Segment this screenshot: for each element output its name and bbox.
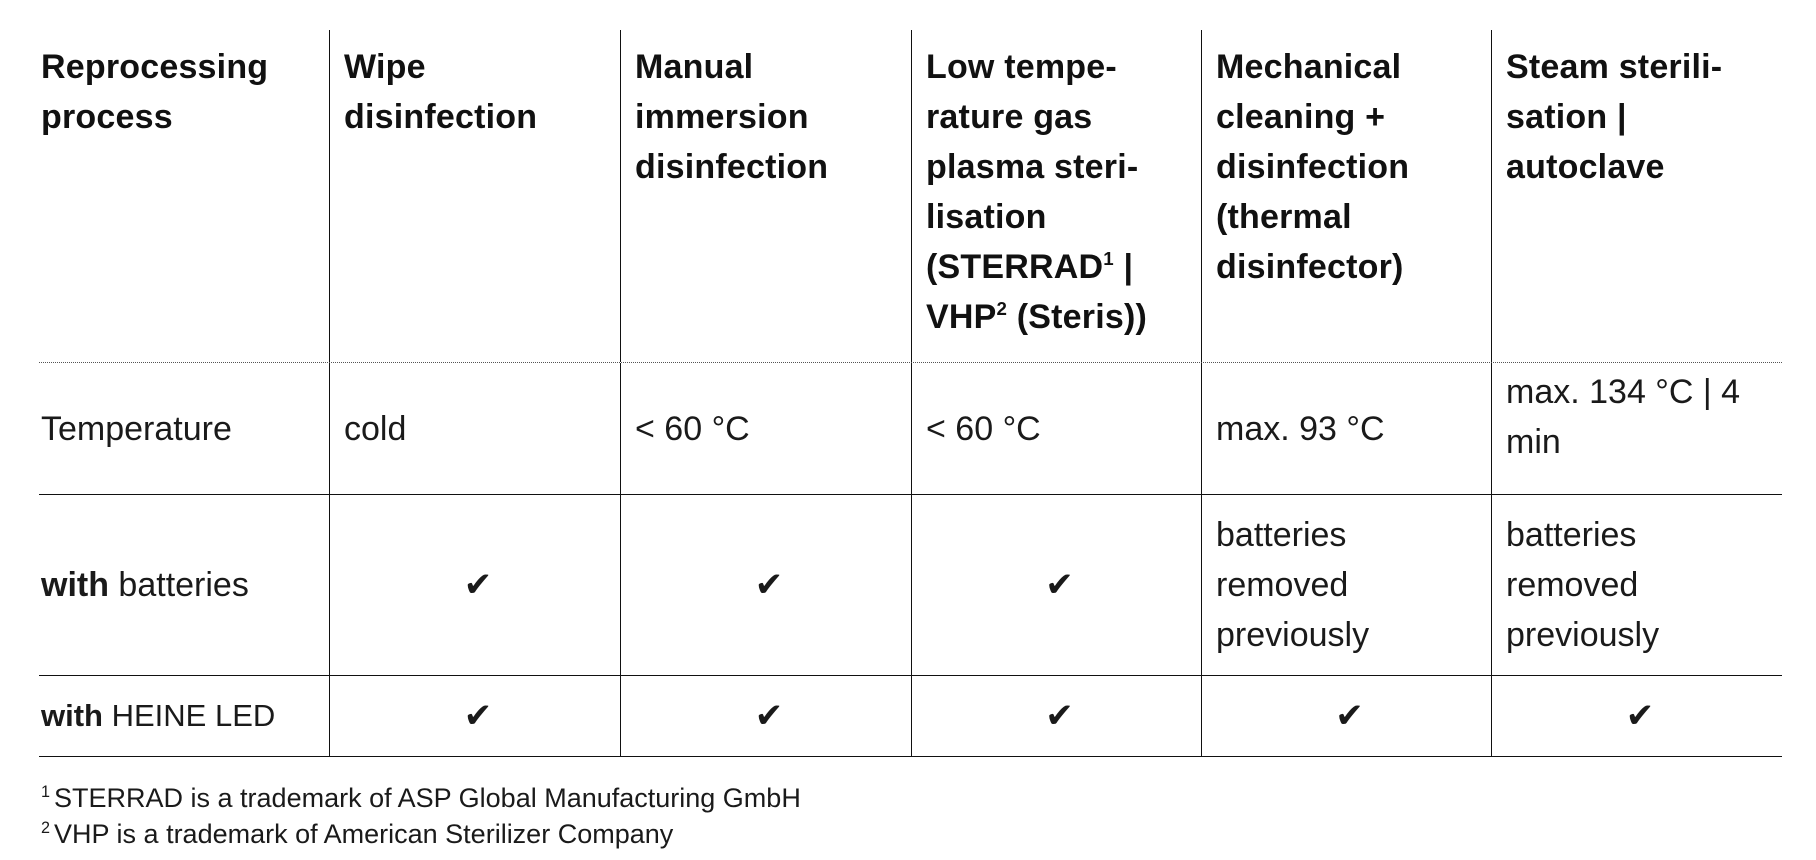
footnote-text: VHP is a trademark of American Sterilize… <box>54 819 674 849</box>
header-gas-plasma-text: Low tempe-rature gas plasma steri-lisati… <box>926 48 1139 286</box>
led-manual: ✔ <box>620 676 911 756</box>
table-row-with-batteries: with batteries ✔ ✔ ✔ batteries removed p… <box>39 495 1782 676</box>
led-steam: ✔ <box>1491 676 1782 756</box>
temperature-gas-plasma: < 60 °C <box>911 363 1201 494</box>
check-mark-icon: ✔ <box>754 565 784 605</box>
check-mark-icon: ✔ <box>1045 565 1074 605</box>
batteries-mechanical: batteries removed previously <box>1201 495 1491 675</box>
check-mark-icon: ✔ <box>463 696 493 736</box>
batteries-steam: batteries removed previously <box>1491 495 1782 675</box>
table-header-row: Reprocessing process Wipe disinfection M… <box>39 30 1782 363</box>
header-gas-plasma-text-3: (Steris)) <box>1007 298 1148 336</box>
footnote-marker: 1 <box>41 783 51 802</box>
check-mark-icon: ✔ <box>1625 696 1655 736</box>
check-mark-icon: ✔ <box>754 696 784 736</box>
footnote-marker: 2 <box>41 819 51 838</box>
check-mark-icon: ✔ <box>1335 696 1364 736</box>
led-wipe: ✔ <box>329 676 620 756</box>
header-wipe-disinfection: Wipe disinfection <box>329 30 620 362</box>
label-with: with <box>41 698 103 733</box>
header-steam-sterilisation: Steam sterili-sation | autoclave <box>1491 30 1782 362</box>
footnotes: 1 STERRAD is a trademark of ASP Global Ma… <box>41 780 801 852</box>
footnote-ref-2: 2 <box>996 297 1008 319</box>
header-reprocessing-process: Reprocessing process <box>41 48 269 136</box>
row-label-with-heine-led: with HEINE LED <box>39 676 329 756</box>
led-mechanical: ✔ <box>1201 676 1491 756</box>
reprocessing-table: Reprocessing process Wipe disinfection M… <box>39 30 1782 757</box>
temperature-wipe: cold <box>329 363 620 494</box>
temperature-mechanical: max. 93 °C <box>1201 363 1491 494</box>
row-label-temperature: Temperature <box>41 409 232 448</box>
label-with: with <box>41 566 109 604</box>
table-row-with-heine-led: with HEINE LED ✔ ✔ ✔ ✔ ✔ <box>39 676 1782 757</box>
temperature-steam: max. 134 °C | 4 min <box>1491 363 1782 494</box>
header-manual-immersion: Manual immersion disinfection <box>620 30 911 362</box>
footnote-ref-1: 1 <box>1103 247 1114 269</box>
footnote-text: STERRAD is a trademark of ASP Global Man… <box>54 783 801 813</box>
header-gas-plasma: Low tempe-rature gas plasma steri-lisati… <box>911 30 1201 362</box>
label-heine-led: HEINE LED <box>103 698 276 733</box>
footnote-1: 1 STERRAD is a trademark of ASP Global Ma… <box>41 780 801 816</box>
label-batteries: batteries <box>108 566 249 604</box>
batteries-manual: ✔ <box>620 495 911 675</box>
led-gas-plasma: ✔ <box>911 676 1201 756</box>
check-mark-icon: ✔ <box>1045 696 1074 736</box>
header-mechanical-cleaning: Mechanical cleaning + disinfection (ther… <box>1201 30 1491 362</box>
batteries-gas-plasma: ✔ <box>911 495 1201 675</box>
header-gas-plasma-text-2: | VHP <box>926 248 1134 336</box>
batteries-wipe: ✔ <box>329 495 620 675</box>
row-label-with-batteries: with batteries <box>39 495 329 675</box>
footnote-2: 2 VHP is a trademark of American Steriliz… <box>41 816 801 852</box>
temperature-manual: < 60 °C <box>620 363 911 494</box>
table-row-temperature: Temperature cold < 60 °C < 60 °C max. 93… <box>39 363 1782 495</box>
check-mark-icon: ✔ <box>463 565 493 605</box>
